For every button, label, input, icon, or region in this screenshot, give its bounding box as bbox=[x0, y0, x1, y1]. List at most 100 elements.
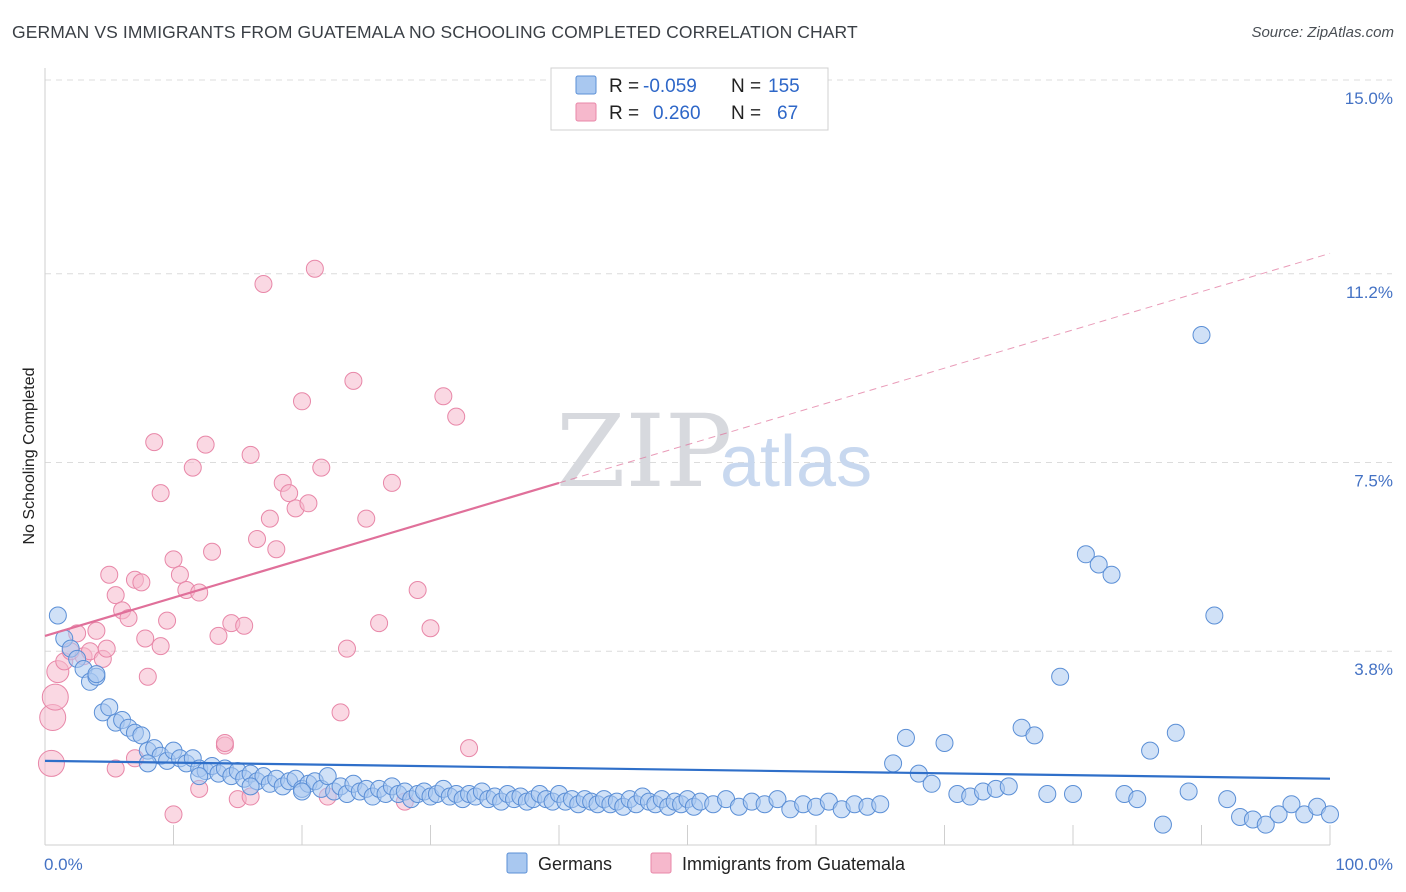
guatemala-point-34 bbox=[235, 616, 254, 635]
guatemala-point-13 bbox=[106, 586, 125, 605]
guatemala-point-18 bbox=[136, 629, 155, 648]
legend-r-value-germans: -0.059 bbox=[643, 76, 697, 97]
x-tick-label-1: 100.0% bbox=[1335, 855, 1393, 874]
germans-point-154 bbox=[293, 782, 311, 801]
germans-point-140 bbox=[1205, 606, 1224, 625]
germans-point-13 bbox=[132, 726, 151, 745]
germans-point-42 bbox=[318, 767, 337, 786]
legend-box bbox=[550, 67, 829, 131]
watermark-zip: ZIP bbox=[556, 393, 732, 510]
guatemala-point-41 bbox=[280, 484, 299, 503]
y-tick-label-3: 15.0% bbox=[1345, 89, 1393, 108]
germans-point-135 bbox=[1141, 741, 1160, 760]
guatemala-point-26 bbox=[183, 458, 202, 477]
guatemala-point-30 bbox=[209, 626, 228, 645]
guatemala-point-60 bbox=[164, 805, 183, 824]
germans-point-8 bbox=[100, 698, 119, 717]
germans-point-131 bbox=[1089, 555, 1108, 574]
guatemala-point-21 bbox=[151, 484, 170, 503]
guatemala-point-64 bbox=[106, 759, 125, 778]
germans-point-132 bbox=[1102, 565, 1121, 584]
x-tick-label-0: 0.0% bbox=[44, 855, 83, 874]
guatemala-point-0 bbox=[37, 749, 65, 777]
guatemala-point-36 bbox=[248, 530, 267, 548]
bottom-legend-label-germans: Germans bbox=[538, 854, 612, 874]
germans-point-127 bbox=[1038, 785, 1057, 803]
germans-point-126 bbox=[1025, 726, 1044, 745]
guatemala-point-43 bbox=[293, 392, 311, 411]
guatemala-point-49 bbox=[337, 639, 356, 658]
germans-point-115 bbox=[884, 754, 903, 773]
guatemala-point-38 bbox=[260, 509, 279, 528]
germans-point-116 bbox=[896, 728, 915, 747]
guatemala-point-52 bbox=[370, 614, 389, 633]
germans-point-152 bbox=[190, 767, 209, 786]
y-tick-label-1: 7.5% bbox=[1354, 472, 1393, 491]
guatemala-point-24 bbox=[170, 565, 189, 584]
guatemala-point-11 bbox=[97, 639, 116, 658]
guatemala-point-46 bbox=[312, 458, 331, 477]
y-axis-label: No Schooling Completed bbox=[21, 368, 38, 545]
bottom-legend: Germans Immigrants from Guatemala bbox=[506, 852, 906, 874]
legend: R = -0.059 N = 155 R = 0.260 N = 67 bbox=[550, 67, 829, 131]
germans-trendline bbox=[44, 759, 1331, 780]
guatemala-point-58 bbox=[447, 407, 466, 426]
germans-point-0 bbox=[48, 606, 67, 625]
legend-r-label-guatemala: R = bbox=[609, 103, 639, 124]
germans-point-114 bbox=[871, 795, 890, 814]
germans-point-129 bbox=[1064, 785, 1082, 803]
guatemala-point-59 bbox=[460, 739, 479, 758]
germans-point-144 bbox=[1256, 815, 1275, 834]
germans-point-150 bbox=[87, 665, 106, 684]
germans-point-149 bbox=[1321, 805, 1339, 824]
guatemala-point-39 bbox=[267, 540, 286, 559]
guatemala-point-23 bbox=[164, 550, 183, 569]
guatemala-point-20 bbox=[145, 433, 164, 452]
guatemala-point-45 bbox=[305, 259, 324, 278]
y-tick-labels: 3.8% 7.5% 11.2% 15.0% bbox=[1345, 89, 1393, 679]
guatemala-point-56 bbox=[421, 619, 440, 638]
bottom-legend-label-guatemala: Immigrants from Guatemala bbox=[682, 854, 906, 874]
legend-swatch-germans bbox=[575, 75, 597, 95]
germans-point-106 bbox=[768, 790, 787, 809]
watermark-atlas: atlas bbox=[720, 422, 872, 502]
guatemala-point-28 bbox=[196, 435, 215, 454]
guatemala-points bbox=[37, 259, 479, 824]
guatemala-trendline bbox=[44, 481, 560, 637]
guatemala-point-29 bbox=[203, 542, 222, 561]
germans-point-124 bbox=[999, 777, 1018, 796]
guatemala-trendline-extended bbox=[558, 252, 1331, 484]
germans-point-119 bbox=[935, 734, 954, 752]
germans-point-134 bbox=[1128, 790, 1147, 809]
chart-title: GERMAN VS IMMIGRANTS FROM GUATEMALA NO S… bbox=[12, 22, 858, 42]
germans-point-128 bbox=[1051, 667, 1070, 686]
guatemala-point-57 bbox=[434, 387, 453, 406]
germans-point-136 bbox=[1153, 815, 1172, 834]
germans-point-145 bbox=[1269, 805, 1288, 824]
guatemala-point-35 bbox=[241, 445, 260, 464]
x-tick-labels: 0.0% 100.0% bbox=[44, 855, 1393, 874]
y-tick-label-2: 11.2% bbox=[1346, 283, 1393, 302]
axes bbox=[44, 68, 1331, 846]
germans-point-146 bbox=[1282, 795, 1301, 814]
germans-point-118 bbox=[922, 774, 941, 793]
guatemala-point-22 bbox=[158, 611, 177, 630]
legend-r-value-guatemala: 0.260 bbox=[653, 103, 701, 124]
guatemala-point-9 bbox=[87, 621, 106, 640]
legend-n-value-guatemala: 67 bbox=[777, 103, 798, 124]
chart-source: Source: ZipAtlas.com bbox=[1251, 24, 1394, 41]
guatemala-point-48 bbox=[331, 703, 350, 722]
bottom-legend-swatch-germans bbox=[506, 852, 528, 874]
germans-point-153 bbox=[241, 777, 260, 796]
legend-n-value-germans: 155 bbox=[768, 76, 800, 97]
bottom-legend-swatch-guatemala bbox=[650, 852, 672, 874]
legend-n-label-germans: N = bbox=[731, 76, 761, 97]
guatemala-point-19 bbox=[138, 667, 157, 686]
guatemala-point-44 bbox=[299, 494, 318, 513]
guatemala-point-15 bbox=[119, 609, 138, 628]
germans-point-130 bbox=[1076, 545, 1095, 564]
guatemala-point-55 bbox=[408, 581, 427, 599]
guatemala-point-17 bbox=[132, 573, 151, 592]
germans-point-139 bbox=[1192, 326, 1211, 344]
